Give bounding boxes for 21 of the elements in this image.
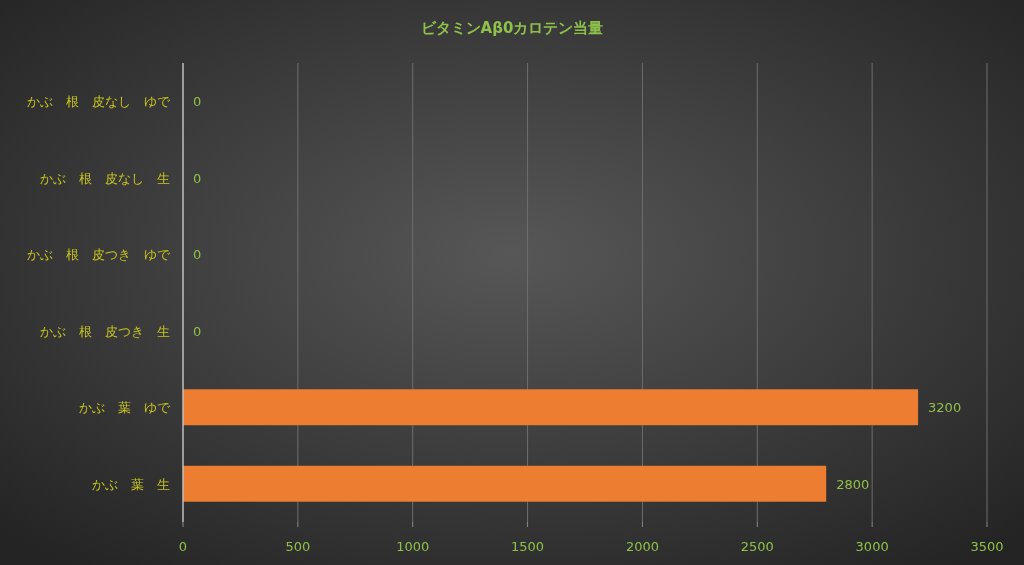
category: かぶ 根 皮つき 生 bbox=[40, 323, 170, 339]
data-label: 0 bbox=[193, 94, 202, 110]
xtick: 0 bbox=[178, 539, 188, 554]
category: かぶ 根 皮つき ゆで bbox=[27, 247, 170, 263]
category: かぶ 葉 生 bbox=[92, 476, 170, 492]
data-label: 3200 bbox=[928, 400, 962, 416]
xtick: 2000 bbox=[625, 539, 659, 554]
xtick: 3000 bbox=[855, 539, 889, 554]
data-label: 0 bbox=[193, 247, 202, 263]
data-label: 2800 bbox=[836, 476, 870, 492]
data-label: 0 bbox=[193, 323, 202, 339]
category: かぶ 根 皮なし ゆで bbox=[27, 94, 170, 110]
data-label: 0 bbox=[193, 170, 202, 186]
xtick: 1000 bbox=[396, 539, 430, 554]
xtick: 3500 bbox=[970, 539, 1004, 554]
xtick: 500 bbox=[285, 539, 311, 554]
xtick: 1500 bbox=[511, 539, 545, 554]
category: かぶ 根 皮なし 生 bbox=[40, 170, 170, 186]
title: ビタミンAβ0カロテン当量 bbox=[420, 19, 604, 37]
category: かぶ 葉 ゆで bbox=[79, 400, 170, 416]
xtick: 2500 bbox=[740, 539, 774, 554]
